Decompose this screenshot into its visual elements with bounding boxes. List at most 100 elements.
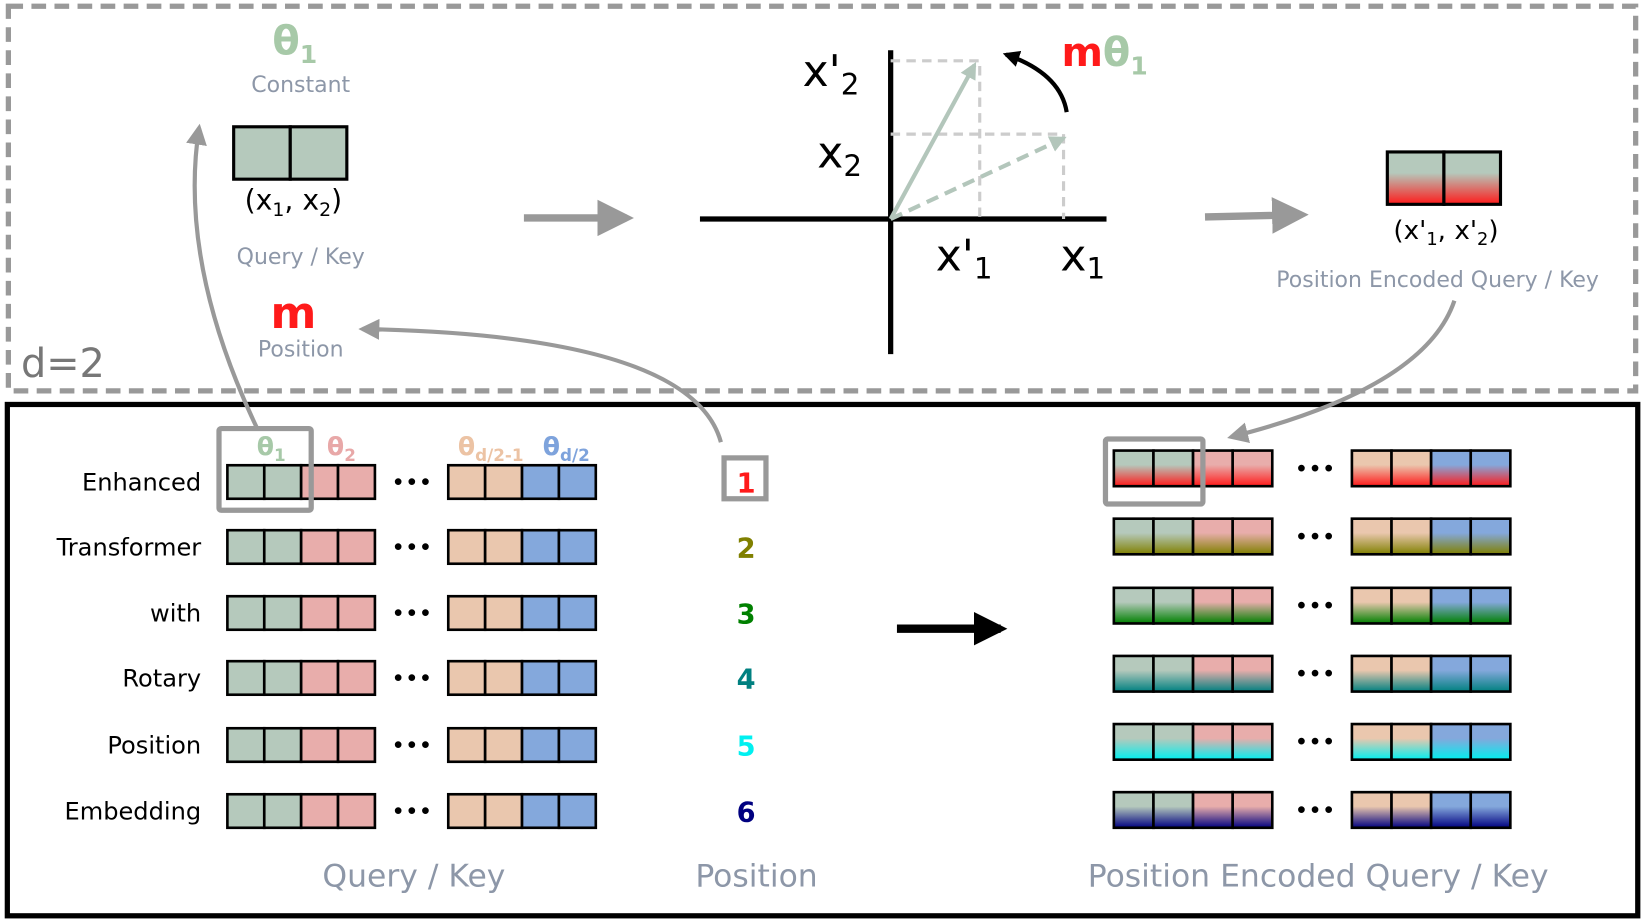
vector-cell bbox=[299, 594, 340, 632]
vector-cell bbox=[262, 659, 303, 697]
position-highlight-box bbox=[721, 455, 769, 502]
vector-cell bbox=[226, 659, 266, 697]
encoded-vector bbox=[1112, 654, 1512, 693]
encoded-cell bbox=[1191, 449, 1234, 488]
curved-arrow-icon bbox=[186, 123, 259, 429]
vector-cell bbox=[557, 792, 598, 830]
token-row: Transformer ••• 2 ••• bbox=[56, 517, 1512, 566]
token-row: Enhanced ••• 1 ••• bbox=[82, 449, 1512, 501]
vector-cell bbox=[483, 792, 524, 830]
rotation-plot bbox=[699, 50, 1107, 355]
ellipsis: ••• bbox=[391, 733, 432, 759]
vector-cell bbox=[520, 792, 561, 830]
encoded-cell bbox=[1469, 654, 1512, 693]
vector-cell bbox=[446, 463, 487, 501]
position-index: 6 bbox=[737, 798, 756, 829]
ellipsis: ••• bbox=[391, 601, 432, 627]
encoded-vector bbox=[1112, 449, 1512, 488]
vector-cell bbox=[520, 594, 561, 632]
token-row: with ••• 3 ••• bbox=[150, 586, 1512, 632]
encoded-vector-label: (x'1, x'2) bbox=[1393, 216, 1498, 250]
encoded-vector bbox=[1112, 722, 1512, 761]
curved-arrow-icon bbox=[358, 318, 723, 443]
rotated-vector bbox=[888, 62, 977, 221]
vector-cell bbox=[336, 594, 377, 632]
encoded-cell bbox=[1112, 517, 1155, 556]
encoded-cell bbox=[1152, 654, 1195, 693]
highlight-box bbox=[216, 425, 314, 513]
vector-cell bbox=[446, 726, 487, 764]
encoded-cell bbox=[1112, 790, 1155, 830]
ellipsis: ••• bbox=[1295, 798, 1336, 824]
ellipsis: ••• bbox=[1295, 525, 1336, 551]
vector-cell bbox=[520, 659, 561, 697]
encoded-cell bbox=[1429, 790, 1473, 830]
encoded-cell bbox=[1390, 654, 1433, 693]
ellipsis: ••• bbox=[1295, 594, 1336, 620]
query-key-caption: Query / Key bbox=[237, 245, 365, 270]
vector-cell bbox=[226, 726, 266, 764]
vector-cell bbox=[483, 528, 524, 566]
token-row: Position ••• 5 ••• bbox=[107, 722, 1512, 764]
position-caption: Position bbox=[258, 337, 344, 362]
vector-cell bbox=[446, 594, 487, 632]
vector-cell bbox=[557, 594, 598, 632]
encoded-cell bbox=[1152, 586, 1195, 625]
token-word: Enhanced bbox=[82, 468, 201, 496]
encoded-cell bbox=[1350, 449, 1393, 488]
token-row: Embedding ••• 6 ••• bbox=[65, 790, 1512, 830]
token-word: Transformer bbox=[56, 533, 202, 561]
position-index: 1 bbox=[737, 468, 756, 499]
axis-label-x1-prime: x'1 bbox=[936, 230, 993, 285]
encoded-cell bbox=[1350, 790, 1393, 830]
encoded-cell bbox=[1231, 449, 1274, 488]
vector-cell bbox=[226, 528, 266, 566]
vector-cell bbox=[336, 726, 377, 764]
token-word: Rotary bbox=[122, 664, 201, 692]
vector-cell bbox=[483, 659, 524, 697]
encoded-cell bbox=[1191, 517, 1234, 556]
encoded-cell bbox=[1469, 449, 1512, 488]
encoded-caption: Position Encoded Query / Key bbox=[1276, 268, 1599, 293]
encoded-cell bbox=[1350, 722, 1393, 761]
vector-cell bbox=[299, 792, 340, 830]
vector-cell bbox=[557, 528, 598, 566]
vector-cell bbox=[262, 463, 303, 501]
encoded-cell bbox=[1429, 517, 1473, 556]
vector-cell bbox=[299, 528, 340, 566]
encoded-cell bbox=[1191, 654, 1234, 693]
position-caption-bottom: Position bbox=[695, 858, 817, 894]
query-key-caption-bottom: Query / Key bbox=[322, 858, 505, 894]
vector-cell bbox=[336, 463, 377, 501]
vector-cell bbox=[483, 726, 524, 764]
encoded-cell bbox=[1152, 517, 1195, 556]
encoded-cell bbox=[1231, 790, 1274, 830]
encoded-cell bbox=[1429, 449, 1473, 488]
encoded-cell bbox=[1350, 586, 1393, 625]
vector-cell bbox=[299, 659, 340, 697]
encoded-cell bbox=[1429, 586, 1473, 625]
encoded-cell bbox=[1390, 722, 1433, 761]
encoded-cell bbox=[1112, 449, 1155, 488]
ellipsis: ••• bbox=[391, 535, 432, 561]
query-key-vector bbox=[226, 463, 598, 501]
vector-cell bbox=[557, 659, 598, 697]
query-key-pair bbox=[232, 125, 349, 181]
theta-label-3: θd/2-1 bbox=[458, 432, 524, 465]
d2-panel bbox=[5, 3, 1639, 394]
vector-cell bbox=[226, 463, 266, 501]
ellipsis: ••• bbox=[1295, 457, 1336, 483]
encoded-cell bbox=[1350, 654, 1393, 693]
encoded-cell bbox=[1191, 586, 1234, 625]
vector-cell bbox=[262, 726, 303, 764]
constant-caption: Constant bbox=[251, 73, 350, 98]
vector-cell bbox=[262, 594, 303, 632]
position-m-symbol: m bbox=[270, 288, 316, 339]
theta-label-4: θd/2 bbox=[543, 432, 590, 465]
dimension-label: d=2 bbox=[21, 341, 105, 387]
token-word: Embedding bbox=[65, 797, 202, 825]
axis-label-x2: x2 bbox=[817, 128, 862, 183]
query-key-vector bbox=[226, 528, 598, 566]
theta1-symbol: θ1 bbox=[272, 18, 317, 68]
